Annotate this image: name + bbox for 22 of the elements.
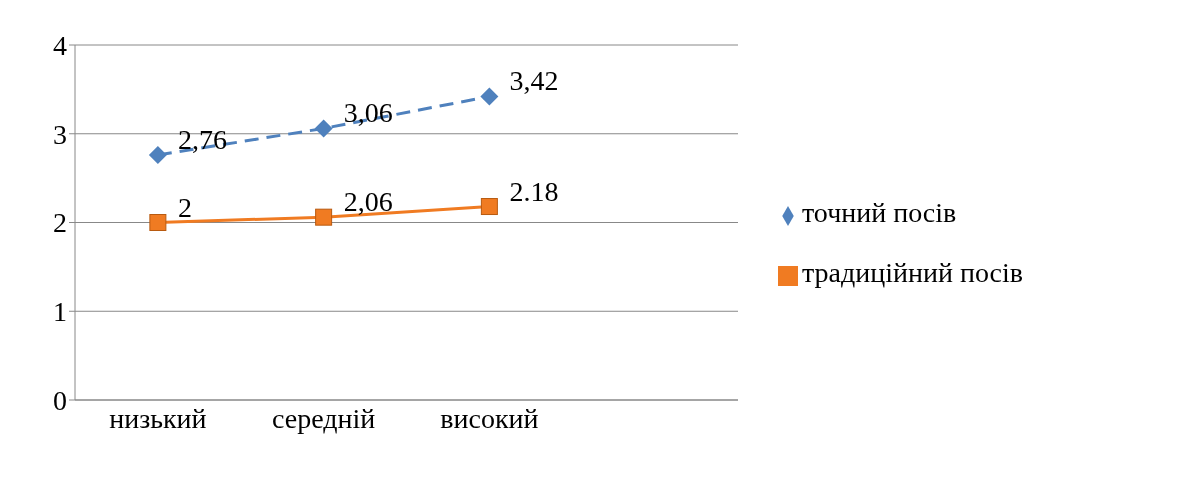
data-label: 2,06 — [343, 186, 393, 218]
point — [148, 146, 167, 165]
y-tick-label: 2 — [53, 207, 67, 239]
y-tick-label: 4 — [53, 29, 67, 61]
legend-label: точний посів — [802, 197, 957, 228]
legend-label: традиційний посів — [802, 257, 1024, 288]
x-tick-label: середній — [272, 402, 376, 434]
data-label: 3,42 — [509, 65, 559, 97]
x-tick-label: високий — [440, 402, 539, 434]
data-label: 2,76 — [177, 124, 227, 156]
point — [315, 208, 333, 226]
data-label: 3,06 — [343, 97, 393, 129]
point — [480, 87, 499, 106]
point — [480, 198, 498, 216]
x-tick-label: низький — [109, 402, 207, 434]
point — [314, 119, 333, 138]
y-tick-label: 0 — [53, 384, 67, 416]
data-label: 2 — [177, 191, 192, 223]
y-tick-label: 1 — [53, 296, 67, 328]
point — [149, 214, 167, 231]
data-label: 2.18 — [509, 175, 559, 207]
y-tick-label: 3 — [53, 118, 67, 150]
